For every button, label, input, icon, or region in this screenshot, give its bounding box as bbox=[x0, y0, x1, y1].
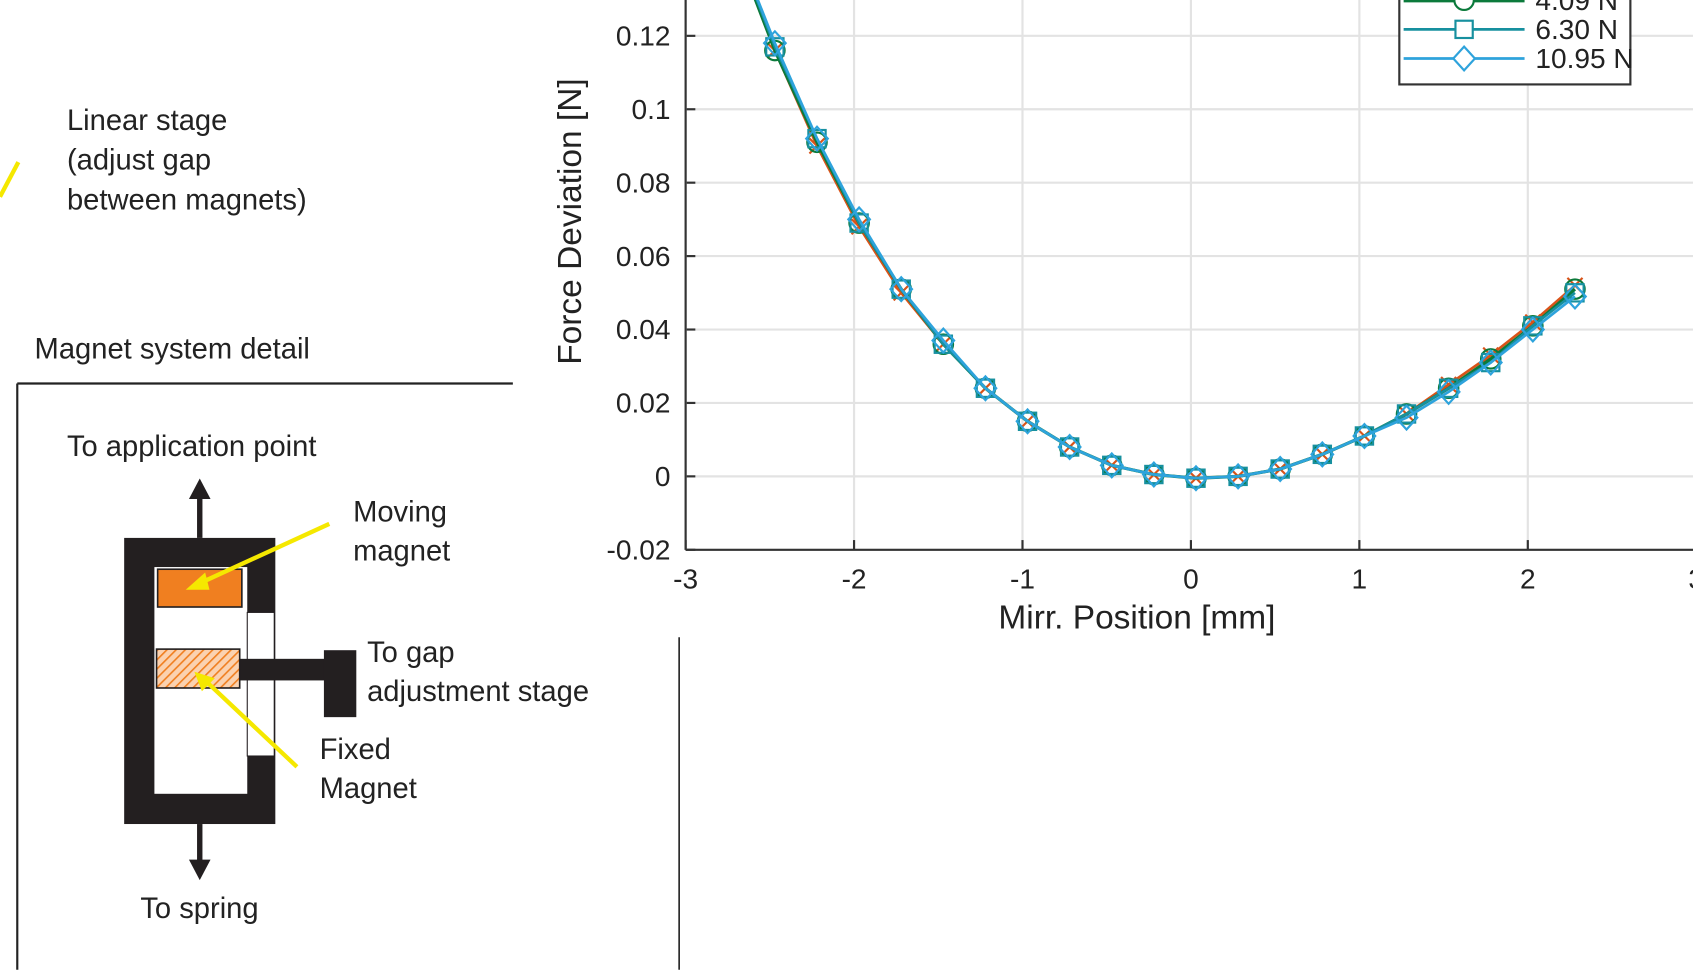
marker bbox=[1099, 451, 1125, 479]
marker bbox=[891, 279, 911, 299]
legend-label: 6.30 N bbox=[1535, 14, 1618, 45]
marker bbox=[807, 128, 827, 149]
marker bbox=[1102, 455, 1122, 476]
magnet-frame bbox=[124, 478, 357, 881]
marker bbox=[1394, 404, 1419, 432]
marker bbox=[1451, 45, 1477, 72]
marker bbox=[1436, 378, 1461, 406]
y-tick-label: 0.06 bbox=[616, 241, 671, 272]
marker bbox=[1017, 411, 1038, 432]
marker bbox=[975, 378, 996, 398]
marker bbox=[1059, 437, 1080, 457]
y-tick-label: 0.1 bbox=[631, 94, 670, 125]
marker bbox=[973, 374, 998, 402]
marker bbox=[1481, 352, 1501, 373]
moving-label: Moving bbox=[353, 497, 447, 529]
detail-title: Magnet system detail bbox=[35, 334, 310, 366]
pointer-line bbox=[0, 161, 21, 198]
marker bbox=[888, 275, 914, 303]
chart: -0.02 0 0.02 0.04 0.06 0.08 0.1 0.12 -3 -2 -1 0 1 2 3 M… bbox=[552, 0, 1693, 637]
moving-label: magnet bbox=[353, 536, 450, 568]
diagram-labels: Linear stage (adjust gap between magnets) M… bbox=[35, 105, 589, 925]
x-tick-label: -1 bbox=[1010, 564, 1035, 595]
x-axis-label: Mirr. Position [mm] bbox=[998, 600, 1275, 637]
marker bbox=[1015, 407, 1040, 435]
marker bbox=[804, 125, 830, 153]
y-tick-label: -0.02 bbox=[607, 535, 671, 566]
gap-label: adjustment stage bbox=[367, 676, 589, 708]
marker bbox=[1352, 422, 1377, 450]
x-tick-label: 2 bbox=[1520, 564, 1536, 595]
x-tick-label: 0 bbox=[1183, 564, 1199, 595]
marker bbox=[1183, 464, 1209, 492]
stage-label: (adjust gap bbox=[67, 145, 211, 177]
x-tick-label: 3 bbox=[1688, 564, 1693, 595]
stage-label: between magnets) bbox=[67, 185, 307, 217]
x-tick-label: -2 bbox=[842, 564, 867, 595]
marker bbox=[762, 29, 788, 57]
marker bbox=[1225, 462, 1251, 490]
marker bbox=[1141, 461, 1167, 489]
marker bbox=[1354, 426, 1375, 446]
marker bbox=[1310, 440, 1335, 468]
y-tick-label: 0.04 bbox=[616, 314, 671, 345]
bottom-label: To spring bbox=[140, 893, 258, 925]
y-axis-label: Force Deviation [N] bbox=[552, 78, 589, 364]
marker bbox=[1267, 455, 1293, 483]
x-tick-label: -3 bbox=[673, 564, 698, 595]
marker bbox=[1453, 0, 1475, 12]
legend-label: 10.95 N bbox=[1535, 43, 1633, 74]
top-label: To application point bbox=[67, 431, 317, 463]
stage-label: Linear stage bbox=[67, 105, 227, 137]
marker bbox=[1562, 282, 1588, 310]
marker bbox=[1270, 459, 1290, 479]
marker bbox=[1454, 19, 1474, 40]
gap-label: To gap bbox=[367, 637, 455, 669]
marker bbox=[1520, 316, 1546, 344]
marker bbox=[1057, 433, 1082, 461]
marker bbox=[1312, 444, 1333, 465]
legend-label: 4.09 N bbox=[1535, 0, 1618, 16]
y-tick-label: 0.02 bbox=[616, 388, 671, 419]
y-tick-label: 0 bbox=[655, 461, 671, 492]
series-line bbox=[756, 0, 1576, 480]
marker bbox=[1478, 349, 1504, 377]
x-tick-label: 1 bbox=[1352, 564, 1368, 595]
y-tick-label: 0.12 bbox=[616, 21, 671, 52]
fixed-label: Magnet bbox=[320, 773, 417, 805]
marker bbox=[846, 205, 872, 233]
y-tick-label: 0.08 bbox=[616, 167, 671, 198]
marker bbox=[931, 327, 956, 355]
fixed-label: Fixed bbox=[320, 734, 391, 766]
legend-box bbox=[1398, 0, 1632, 86]
